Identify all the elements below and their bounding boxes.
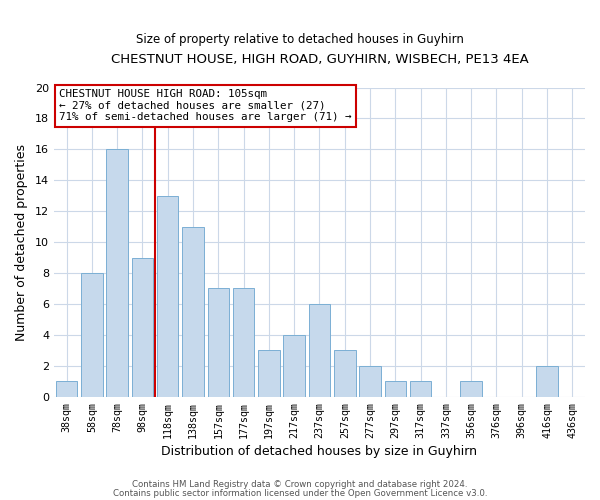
Title: CHESTNUT HOUSE, HIGH ROAD, GUYHIRN, WISBECH, PE13 4EA: CHESTNUT HOUSE, HIGH ROAD, GUYHIRN, WISB… xyxy=(110,52,529,66)
Text: Contains public sector information licensed under the Open Government Licence v3: Contains public sector information licen… xyxy=(113,489,487,498)
Bar xyxy=(56,381,77,396)
Bar xyxy=(309,304,330,396)
Bar xyxy=(208,288,229,397)
Bar xyxy=(106,150,128,396)
Text: Size of property relative to detached houses in Guyhirn: Size of property relative to detached ho… xyxy=(136,32,464,46)
Bar xyxy=(460,381,482,396)
Bar xyxy=(536,366,558,396)
Bar xyxy=(157,196,178,396)
Text: Contains HM Land Registry data © Crown copyright and database right 2024.: Contains HM Land Registry data © Crown c… xyxy=(132,480,468,489)
Bar xyxy=(385,381,406,396)
Bar xyxy=(81,273,103,396)
Bar xyxy=(131,258,153,396)
Bar xyxy=(410,381,431,396)
X-axis label: Distribution of detached houses by size in Guyhirn: Distribution of detached houses by size … xyxy=(161,444,478,458)
Text: CHESTNUT HOUSE HIGH ROAD: 105sqm
← 27% of detached houses are smaller (27)
71% o: CHESTNUT HOUSE HIGH ROAD: 105sqm ← 27% o… xyxy=(59,89,352,122)
Y-axis label: Number of detached properties: Number of detached properties xyxy=(15,144,28,340)
Bar xyxy=(334,350,356,397)
Bar xyxy=(283,335,305,396)
Bar xyxy=(233,288,254,397)
Bar xyxy=(359,366,381,396)
Bar xyxy=(258,350,280,397)
Bar xyxy=(182,226,204,396)
